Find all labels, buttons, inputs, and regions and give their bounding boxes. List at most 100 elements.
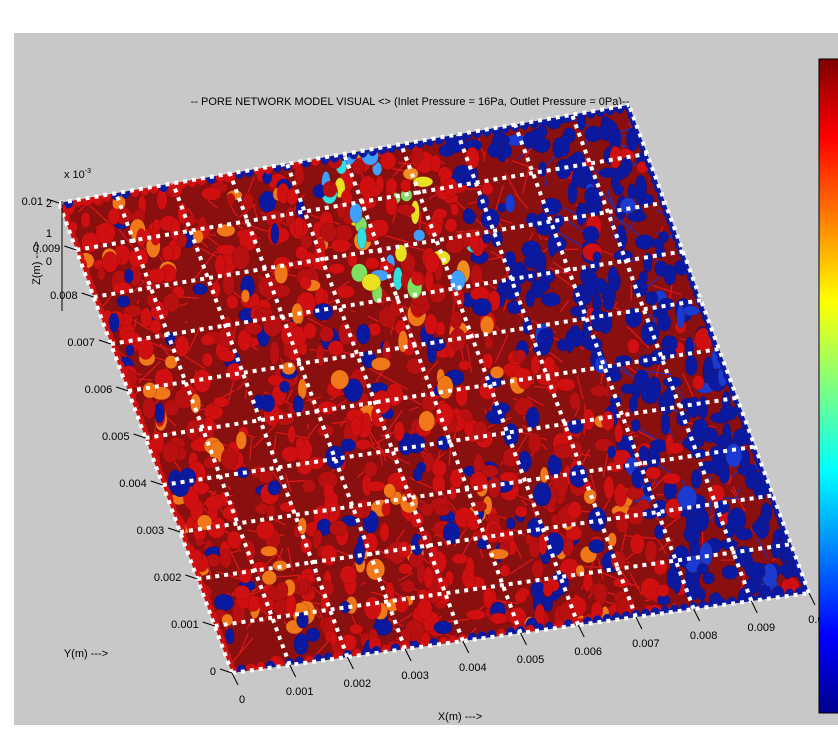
pore-node: [412, 467, 423, 482]
pore-throat: [236, 377, 249, 391]
pore-node: [545, 327, 554, 342]
pore-node: [607, 266, 619, 286]
pore-node: [231, 245, 250, 270]
pore-node: [458, 360, 471, 371]
pore-node: [248, 595, 261, 612]
y-tick-label: 0.003: [137, 525, 165, 537]
pore-node: [383, 483, 396, 499]
pore-node: [451, 553, 469, 565]
pore-node: [442, 522, 460, 545]
pore-node: [620, 157, 633, 175]
pore-throat: [709, 495, 713, 522]
pore-throat: [626, 325, 650, 349]
pore-node: [432, 208, 448, 220]
pore-node: [760, 502, 773, 524]
pore-throat: [184, 320, 188, 324]
pore-throat: [231, 637, 254, 664]
pore-node: [625, 485, 644, 501]
pore-node: [293, 633, 309, 656]
pore-node: [628, 396, 638, 413]
pore-node: [261, 394, 276, 413]
pore-node: [295, 245, 309, 260]
pore-node: [381, 501, 391, 517]
y-tick: [133, 433, 146, 439]
pore-node: [503, 422, 519, 447]
pore-node: [292, 395, 304, 414]
pore-node: [322, 181, 338, 198]
pore-node: [315, 344, 325, 367]
pore-node: [350, 416, 363, 437]
pore-node: [244, 322, 263, 335]
y-tick-label: 0: [210, 666, 216, 678]
pore-node: [226, 294, 239, 310]
pore-node: [116, 295, 131, 308]
pore-throat: [509, 558, 533, 575]
x-tick: [520, 632, 527, 646]
pore-node: [313, 529, 323, 546]
colorbar: [818, 58, 838, 714]
pore-throat: [732, 486, 738, 496]
pore-throat: [757, 538, 769, 559]
y-tick-label: 0.009: [33, 243, 61, 255]
y-tick-labels: 0 0.001 0.002 0.003 0.004 0.005 0.006 0.007 0.00…: [22, 196, 216, 678]
pore-throat: [229, 204, 238, 217]
pore-node: [396, 204, 416, 216]
pore-node: [297, 578, 309, 595]
pore-node: [614, 483, 628, 507]
pore-node: [276, 581, 289, 599]
pore-node: [317, 400, 338, 415]
y-tick-label: 0.001: [171, 619, 199, 631]
pore-node: [330, 238, 351, 253]
pore-node: [240, 289, 250, 303]
pore-node: [444, 218, 458, 233]
pore-node: [587, 507, 607, 532]
pore-node: [323, 481, 334, 500]
x-tick: [404, 648, 412, 662]
pore-node: [398, 563, 413, 575]
pore-node: [490, 612, 508, 625]
pore-throat: [522, 166, 530, 194]
grid-line-x: [627, 104, 811, 594]
pore-node: [538, 161, 547, 178]
pore-node: [565, 329, 575, 354]
pore-node: [525, 289, 536, 308]
pore-node: [603, 475, 615, 500]
z-tick-label: 2: [46, 198, 52, 210]
pore-node: [270, 222, 280, 245]
pore-throat: [409, 477, 432, 489]
pore-throat: [557, 213, 586, 234]
y-axis-label: Y(m) --->: [64, 648, 108, 660]
z-axis-label: Z(m) --->: [31, 241, 43, 285]
pore-node: [569, 391, 581, 410]
pore-throat: [527, 396, 544, 407]
pore-node: [424, 313, 438, 335]
pore-node: [286, 188, 299, 206]
pore-throat: [554, 273, 576, 290]
pore-node: [601, 410, 615, 431]
pore-node: [691, 418, 710, 440]
pore-throat: [434, 451, 447, 462]
pore-node: [500, 142, 513, 159]
pore-node: [521, 240, 542, 259]
pore-node: [699, 542, 713, 567]
pore-node: [627, 211, 648, 223]
x-tick: [750, 600, 758, 614]
pore-node: [267, 374, 284, 386]
y-tick: [202, 621, 215, 627]
pore-throat: [383, 409, 403, 438]
pore-node: [211, 280, 221, 298]
pore-throat: [187, 326, 201, 352]
pore-throat: [552, 261, 575, 277]
pore-throat: [483, 150, 486, 162]
pore-node: [627, 338, 640, 354]
pore-node: [412, 176, 434, 188]
pore-node: [357, 227, 367, 250]
pore-throat: [249, 437, 253, 461]
y-tick: [219, 668, 233, 674]
y-tick-label: 0.007: [67, 337, 95, 349]
pore-node: [505, 193, 516, 213]
pore-node: [437, 375, 454, 399]
pore-node: [201, 186, 222, 201]
pore-node: [137, 338, 154, 360]
pore-node: [575, 202, 587, 226]
